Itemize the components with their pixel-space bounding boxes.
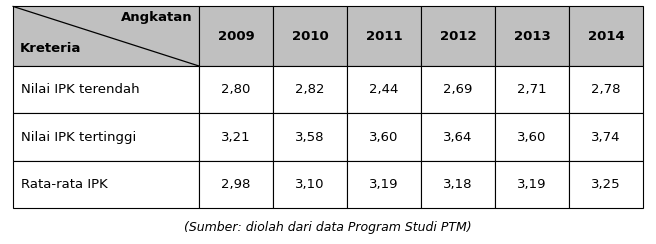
- Bar: [347, 66, 421, 113]
- Bar: [13, 66, 199, 113]
- Bar: [495, 113, 569, 161]
- Bar: [421, 66, 495, 113]
- Bar: [199, 161, 273, 208]
- Bar: [273, 6, 347, 66]
- Bar: [347, 6, 421, 66]
- Text: 3,58: 3,58: [295, 131, 325, 144]
- Text: 2011: 2011: [365, 30, 402, 43]
- Text: 2009: 2009: [218, 30, 255, 43]
- Text: 3,18: 3,18: [443, 178, 472, 191]
- Text: 3,21: 3,21: [221, 131, 251, 144]
- Text: 2010: 2010: [291, 30, 328, 43]
- Text: 2,69: 2,69: [443, 83, 472, 96]
- Text: 3,60: 3,60: [369, 131, 399, 144]
- Text: 3,19: 3,19: [517, 178, 546, 191]
- Text: 2,98: 2,98: [221, 178, 251, 191]
- Text: 3,10: 3,10: [295, 178, 325, 191]
- Bar: [347, 161, 421, 208]
- Text: 2,78: 2,78: [591, 83, 621, 96]
- Bar: [421, 113, 495, 161]
- Bar: [495, 6, 569, 66]
- Bar: [273, 113, 347, 161]
- Bar: [421, 161, 495, 208]
- Bar: [569, 66, 643, 113]
- Text: 3,60: 3,60: [517, 131, 546, 144]
- Text: 2012: 2012: [440, 30, 476, 43]
- Text: Kreteria: Kreteria: [20, 42, 81, 55]
- Text: Rata-rata IPK: Rata-rata IPK: [21, 178, 108, 191]
- Text: 3,64: 3,64: [443, 131, 472, 144]
- Bar: [347, 113, 421, 161]
- Text: 2014: 2014: [588, 30, 625, 43]
- Text: Nilai IPK tertinggi: Nilai IPK tertinggi: [21, 131, 136, 144]
- Bar: [569, 113, 643, 161]
- Bar: [13, 161, 199, 208]
- Text: Angkatan: Angkatan: [121, 11, 192, 24]
- Text: 2013: 2013: [514, 30, 550, 43]
- Bar: [569, 6, 643, 66]
- Text: 3,25: 3,25: [591, 178, 621, 191]
- Text: 2,80: 2,80: [221, 83, 251, 96]
- Bar: [273, 66, 347, 113]
- Bar: [495, 161, 569, 208]
- Bar: [569, 161, 643, 208]
- Text: 2,82: 2,82: [295, 83, 325, 96]
- Bar: [199, 66, 273, 113]
- Bar: [273, 161, 347, 208]
- Text: Nilai IPK terendah: Nilai IPK terendah: [21, 83, 140, 96]
- Bar: [495, 66, 569, 113]
- Bar: [199, 113, 273, 161]
- Bar: [421, 6, 495, 66]
- Text: 3,74: 3,74: [591, 131, 621, 144]
- Bar: [199, 6, 273, 66]
- Text: 2,44: 2,44: [369, 83, 399, 96]
- Bar: [13, 6, 199, 66]
- Text: (Sumber: diolah dari data Program Studi PTM): (Sumber: diolah dari data Program Studi …: [184, 221, 472, 234]
- Text: 2,71: 2,71: [517, 83, 546, 96]
- Text: 3,19: 3,19: [369, 178, 399, 191]
- Bar: [13, 113, 199, 161]
